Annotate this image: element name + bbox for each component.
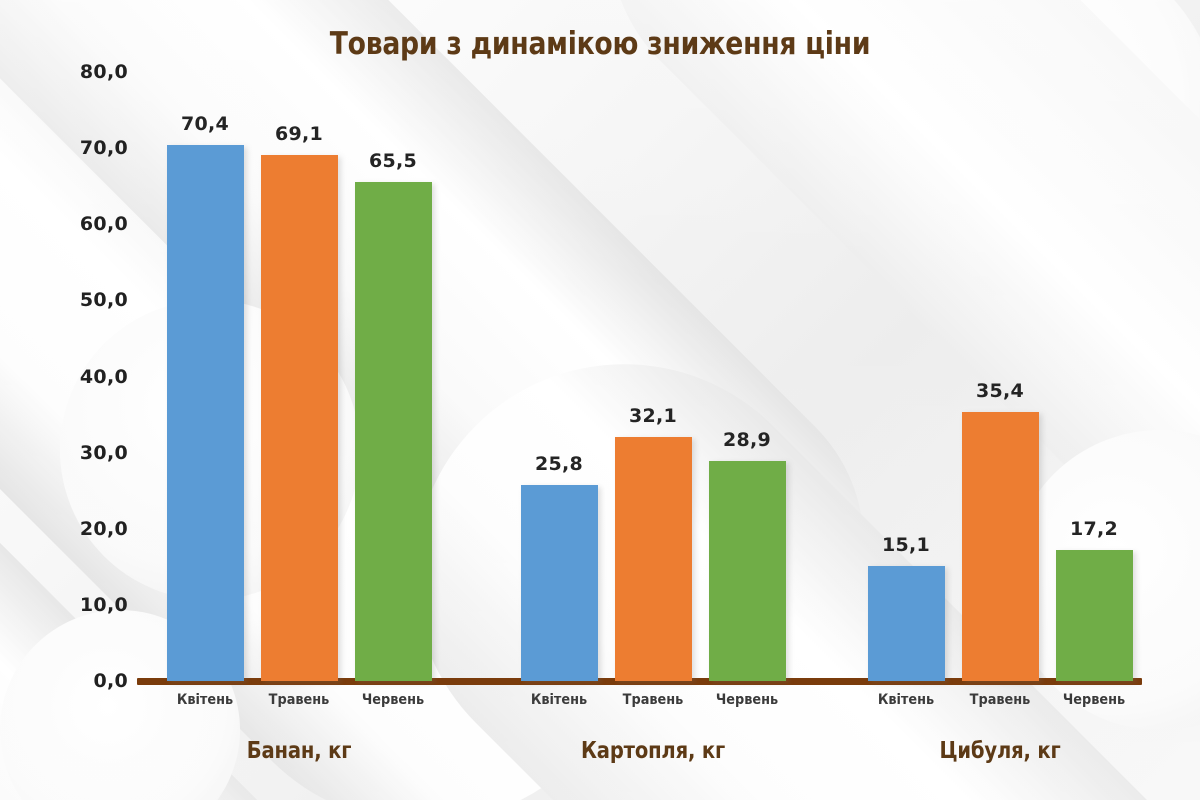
- category-label-1: Картопля, кг: [581, 738, 725, 764]
- x-axis-tick-label: Квітень: [176, 692, 234, 708]
- category-label-0: Банан, кг: [246, 738, 352, 764]
- y-axis-tick-label: 80,0: [79, 61, 128, 83]
- x-axis-tick-label: Травень: [969, 692, 1031, 708]
- x-axis-tick-label: Травень: [622, 692, 684, 708]
- bar-value-label: 28,9: [722, 428, 772, 451]
- bar-1-0[interactable]: [520, 484, 598, 681]
- category-label-2: Цибуля, кг: [939, 738, 1061, 764]
- y-axis-tick-label: 10,0: [79, 593, 128, 616]
- bar-value-label: 35,4: [975, 379, 1025, 402]
- y-axis-tick-label: 60,0: [79, 213, 128, 236]
- bar-1-2[interactable]: [708, 461, 786, 681]
- bar-value-label: 17,2: [1069, 518, 1119, 541]
- bar-1-1[interactable]: [614, 436, 692, 681]
- x-axis-tick-label: Червень: [715, 692, 779, 708]
- bar-value-label: 65,5: [368, 150, 418, 173]
- bar-0-2[interactable]: [354, 182, 432, 681]
- x-axis-tick-label: Квітень: [530, 692, 588, 708]
- bar-value-label: 70,4: [180, 113, 230, 136]
- bar-2-0[interactable]: [867, 566, 945, 681]
- bar-0-0[interactable]: [166, 145, 244, 681]
- x-axis-tick-label: Травень: [268, 692, 330, 708]
- bar-value-label: 15,1: [881, 534, 931, 557]
- bar-value-label: 69,1: [274, 122, 324, 145]
- bar-2-2[interactable]: [1055, 550, 1133, 681]
- chart-title: Товари з динамікою зниження ціни: [329, 26, 871, 62]
- y-axis-tick-label: 70,0: [79, 137, 128, 160]
- bar-0-1[interactable]: [260, 154, 338, 681]
- x-axis-tick-label: Квітень: [877, 692, 935, 708]
- y-axis-tick-label: 20,0: [79, 517, 128, 540]
- y-axis-tick-label: 50,0: [79, 289, 128, 312]
- bar-value-label: 32,1: [628, 404, 678, 427]
- y-axis-tick-label: 30,0: [79, 441, 128, 464]
- bar-value-label: 25,8: [534, 452, 584, 475]
- x-axis-tick-label: Червень: [1062, 692, 1126, 708]
- y-axis-tick-label: 40,0: [79, 365, 128, 388]
- y-axis-tick-label: 0,0: [93, 670, 128, 692]
- x-axis-line: [137, 678, 1142, 685]
- bar-2-1[interactable]: [961, 411, 1039, 681]
- x-axis-tick-label: Червень: [361, 692, 425, 708]
